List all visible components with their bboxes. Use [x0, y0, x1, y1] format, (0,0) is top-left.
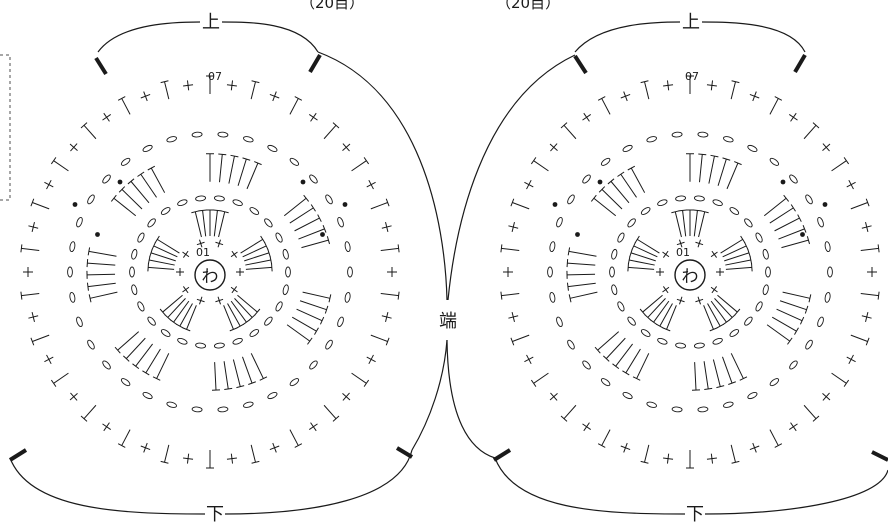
- marker-right-bottom-b: [871, 450, 888, 462]
- motif-right: 上 下 わ 01 07: [492, 12, 888, 525]
- center-ring-left: [194, 259, 226, 291]
- row-start-1-right: 01: [676, 246, 690, 259]
- label-bottom-left: 下: [206, 504, 224, 525]
- marker-left-top-a: [94, 56, 108, 76]
- center-ring-label-right: わ: [682, 267, 699, 287]
- caption-right: （20目）: [496, 0, 560, 12]
- label-side: 端: [439, 311, 457, 332]
- marker-left-bottom-a: [8, 448, 28, 462]
- marker-right-top-a: [573, 54, 588, 75]
- marker-right-top-b: [793, 53, 807, 74]
- marker-right-bottom-a: [492, 448, 512, 462]
- caption-left: （20目）: [300, 0, 364, 12]
- row-start-7-left: 07: [208, 70, 222, 83]
- label-bottom-right: 下: [686, 504, 704, 525]
- row-start-7-right: 07: [685, 70, 699, 83]
- label-top-left: 上: [202, 12, 220, 33]
- label-top-right: 上: [682, 12, 700, 33]
- center-ring-label-left: わ: [202, 267, 219, 287]
- row-start-1-left: 01: [196, 246, 210, 259]
- center-ring-right: [674, 259, 706, 291]
- motif-left: 上 下 わ 01 07: [8, 12, 414, 525]
- side-connector: [317, 51, 448, 301]
- marker-left-bottom-b: [395, 446, 414, 459]
- dashed-bracket: [0, 54, 11, 201]
- marker-left-top-b: [308, 53, 322, 74]
